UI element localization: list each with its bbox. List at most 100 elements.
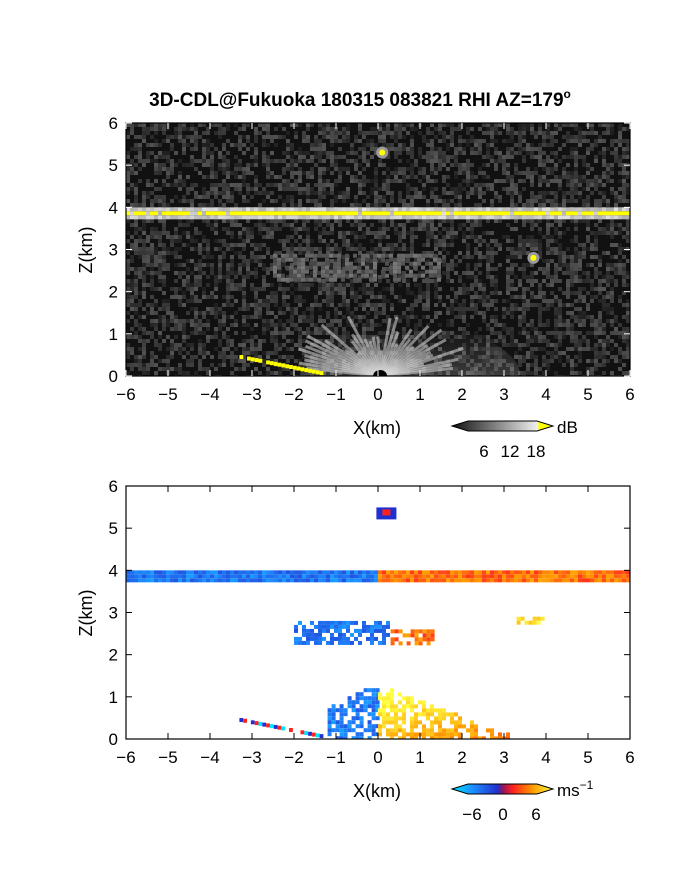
noise-pixel bbox=[454, 299, 458, 303]
noise-pixel bbox=[554, 167, 558, 171]
data-pixel bbox=[325, 269, 329, 274]
noise-pixel bbox=[130, 351, 134, 355]
noise-pixel bbox=[590, 319, 594, 323]
noise-pixel bbox=[554, 231, 558, 235]
noise-pixel bbox=[206, 127, 210, 131]
noise-pixel bbox=[402, 275, 406, 279]
noise-pixel bbox=[218, 255, 222, 259]
noise-pixel bbox=[126, 351, 130, 355]
noise-pixel bbox=[418, 167, 422, 171]
noise-pixel bbox=[174, 195, 178, 199]
noise-pixel bbox=[450, 135, 454, 139]
noise-pixel bbox=[358, 147, 362, 151]
noise-pixel bbox=[270, 219, 274, 223]
data-pixel bbox=[570, 211, 574, 216]
noise-pixel bbox=[522, 307, 526, 311]
noise-pixel bbox=[494, 307, 498, 311]
data-pixel bbox=[345, 257, 349, 262]
noise-pixel bbox=[574, 219, 578, 223]
data-pixel bbox=[214, 215, 218, 220]
noise-pixel bbox=[338, 311, 342, 315]
noise-pixel bbox=[190, 159, 194, 163]
noise-pixel bbox=[422, 135, 426, 139]
noise-pixel bbox=[626, 175, 630, 179]
data-pixel bbox=[426, 211, 430, 216]
noise-pixel bbox=[406, 279, 410, 283]
noise-pixel bbox=[506, 163, 510, 167]
noise-pixel bbox=[406, 131, 410, 135]
noise-pixel bbox=[310, 283, 314, 287]
noise-pixel bbox=[542, 179, 546, 183]
data-pixel bbox=[498, 211, 502, 216]
noise-pixel bbox=[234, 155, 238, 159]
noise-pixel bbox=[618, 259, 622, 263]
noise-pixel bbox=[338, 131, 342, 135]
noise-pixel bbox=[438, 151, 442, 155]
noise-pixel bbox=[250, 327, 254, 331]
noise-pixel bbox=[278, 307, 282, 311]
noise-pixel bbox=[410, 171, 414, 175]
data-pixel bbox=[498, 215, 502, 220]
noise-pixel bbox=[610, 131, 614, 135]
data-pixel bbox=[405, 265, 409, 270]
noise-pixel bbox=[570, 139, 574, 143]
noise-pixel bbox=[502, 315, 506, 319]
noise-pixel bbox=[206, 283, 210, 287]
noise-pixel bbox=[422, 303, 426, 307]
noise-pixel bbox=[362, 287, 366, 291]
noise-pixel bbox=[530, 347, 534, 351]
noise-pixel bbox=[238, 263, 242, 267]
noise-pixel bbox=[374, 131, 378, 135]
noise-pixel bbox=[486, 259, 490, 263]
noise-pixel bbox=[238, 283, 242, 287]
noise-pixel bbox=[506, 291, 510, 295]
noise-pixel bbox=[486, 263, 490, 267]
noise-pixel bbox=[278, 195, 282, 199]
noise-pixel bbox=[258, 259, 262, 263]
noise-pixel bbox=[154, 231, 158, 235]
noise-pixel bbox=[138, 179, 142, 183]
noise-pixel bbox=[262, 227, 266, 231]
data-pixel bbox=[590, 211, 594, 216]
noise-pixel bbox=[226, 327, 230, 331]
noise-pixel bbox=[506, 239, 510, 243]
noise-pixel bbox=[194, 275, 198, 279]
noise-pixel bbox=[566, 323, 570, 327]
noise-pixel bbox=[474, 267, 478, 271]
noise-pixel bbox=[178, 131, 182, 135]
noise-pixel bbox=[542, 175, 546, 179]
noise-pixel bbox=[138, 359, 142, 363]
noise-pixel bbox=[622, 195, 626, 199]
noise-pixel bbox=[142, 223, 146, 227]
noise-pixel bbox=[550, 151, 554, 155]
noise-pixel bbox=[622, 235, 626, 239]
data-pixel bbox=[365, 265, 369, 270]
noise-pixel bbox=[338, 175, 342, 179]
noise-pixel bbox=[190, 331, 194, 335]
noise-pixel bbox=[266, 247, 270, 251]
noise-pixel bbox=[530, 227, 534, 231]
noise-pixel bbox=[314, 135, 318, 139]
data-pixel bbox=[394, 211, 398, 216]
noise-pixel bbox=[242, 227, 246, 231]
noise-pixel bbox=[578, 131, 582, 135]
noise-pixel bbox=[518, 147, 522, 151]
data-pixel bbox=[301, 273, 305, 278]
noise-pixel bbox=[446, 199, 450, 203]
noise-pixel bbox=[322, 183, 326, 187]
noise-pixel bbox=[558, 159, 562, 163]
noise-pixel bbox=[214, 303, 218, 307]
noise-pixel bbox=[458, 139, 462, 143]
noise-pixel bbox=[362, 307, 366, 311]
noise-pixel bbox=[422, 219, 426, 223]
noise-pixel bbox=[238, 343, 242, 347]
noise-pixel bbox=[266, 167, 270, 171]
data-pixel bbox=[321, 253, 325, 258]
noise-pixel bbox=[226, 127, 230, 131]
noise-pixel bbox=[450, 235, 454, 239]
noise-pixel bbox=[226, 287, 230, 291]
noise-pixel bbox=[470, 255, 474, 259]
noise-pixel bbox=[602, 171, 606, 175]
noise-pixel bbox=[438, 231, 442, 235]
noise-pixel bbox=[314, 199, 318, 203]
